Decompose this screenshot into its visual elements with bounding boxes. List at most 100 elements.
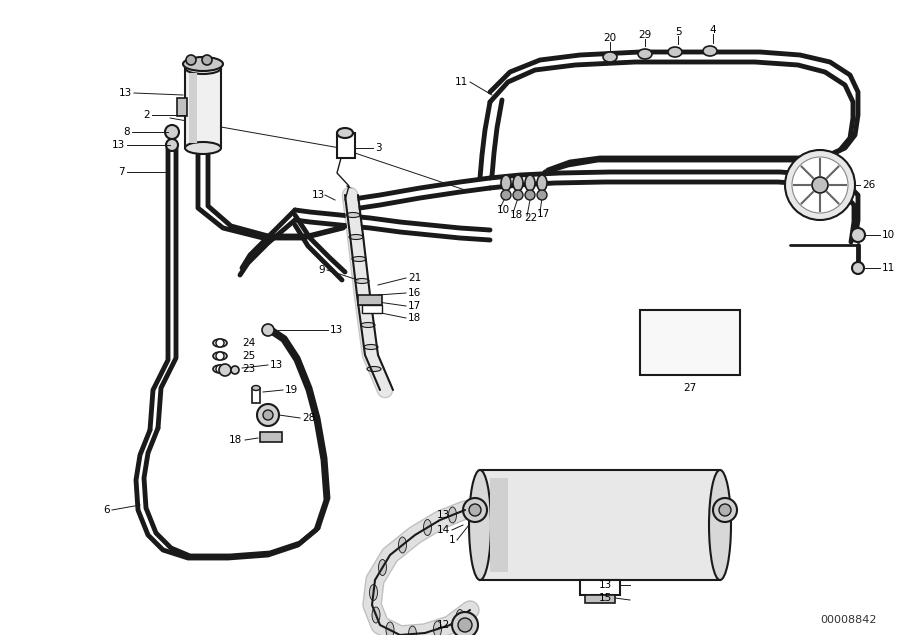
Text: 14: 14 bbox=[436, 525, 450, 535]
Ellipse shape bbox=[399, 537, 407, 553]
Circle shape bbox=[469, 504, 481, 516]
Text: 10: 10 bbox=[497, 205, 510, 215]
Text: 26: 26 bbox=[862, 180, 875, 190]
Ellipse shape bbox=[603, 52, 617, 62]
Ellipse shape bbox=[252, 385, 260, 391]
Text: 29: 29 bbox=[638, 30, 652, 40]
Bar bbox=[585, 595, 615, 603]
Circle shape bbox=[513, 190, 523, 200]
Bar bbox=[358, 295, 382, 305]
Ellipse shape bbox=[367, 366, 381, 371]
Text: 2: 2 bbox=[143, 110, 150, 120]
Text: 17: 17 bbox=[537, 209, 550, 219]
Bar bbox=[580, 580, 620, 595]
Ellipse shape bbox=[349, 234, 363, 239]
Ellipse shape bbox=[355, 279, 369, 283]
Ellipse shape bbox=[386, 622, 394, 635]
Text: 13: 13 bbox=[112, 140, 125, 150]
Text: 20: 20 bbox=[603, 33, 616, 43]
Ellipse shape bbox=[370, 584, 377, 601]
Ellipse shape bbox=[537, 175, 547, 191]
Text: 7: 7 bbox=[119, 167, 125, 177]
Text: 17: 17 bbox=[408, 301, 421, 311]
Text: 18: 18 bbox=[408, 313, 421, 323]
Text: 13: 13 bbox=[330, 325, 343, 335]
Circle shape bbox=[262, 324, 274, 336]
Text: 12: 12 bbox=[436, 620, 450, 630]
Ellipse shape bbox=[638, 49, 652, 59]
Ellipse shape bbox=[358, 300, 372, 305]
Circle shape bbox=[458, 618, 472, 632]
Text: 3: 3 bbox=[375, 143, 382, 153]
Circle shape bbox=[166, 139, 178, 151]
Circle shape bbox=[165, 125, 179, 139]
Text: 21: 21 bbox=[408, 273, 421, 283]
Text: 28: 28 bbox=[302, 413, 315, 423]
Circle shape bbox=[452, 612, 478, 635]
Ellipse shape bbox=[361, 323, 375, 328]
Text: 13: 13 bbox=[436, 510, 450, 520]
Text: 16: 16 bbox=[408, 288, 421, 298]
Circle shape bbox=[219, 364, 231, 376]
Circle shape bbox=[186, 55, 196, 65]
Ellipse shape bbox=[183, 57, 223, 71]
Bar bbox=[337, 133, 355, 158]
Ellipse shape bbox=[709, 470, 731, 580]
Text: 11: 11 bbox=[882, 263, 896, 273]
Text: 24: 24 bbox=[242, 338, 256, 348]
Ellipse shape bbox=[346, 213, 360, 218]
Ellipse shape bbox=[448, 507, 456, 523]
Circle shape bbox=[501, 190, 511, 200]
Text: 27: 27 bbox=[683, 383, 697, 393]
Ellipse shape bbox=[364, 345, 378, 349]
Bar bbox=[260, 432, 282, 442]
Circle shape bbox=[812, 177, 828, 193]
Circle shape bbox=[525, 190, 535, 200]
Text: 11: 11 bbox=[454, 77, 468, 87]
Ellipse shape bbox=[372, 607, 380, 623]
Text: 13: 13 bbox=[311, 190, 325, 200]
Ellipse shape bbox=[434, 621, 442, 635]
Ellipse shape bbox=[501, 175, 511, 191]
Circle shape bbox=[852, 262, 864, 274]
Circle shape bbox=[263, 410, 273, 420]
Circle shape bbox=[851, 228, 865, 242]
Text: 15: 15 bbox=[598, 593, 612, 603]
Text: 13: 13 bbox=[598, 580, 612, 590]
Ellipse shape bbox=[424, 519, 431, 535]
Ellipse shape bbox=[352, 257, 366, 262]
Text: 13: 13 bbox=[119, 88, 132, 98]
Ellipse shape bbox=[337, 128, 353, 138]
Ellipse shape bbox=[379, 559, 386, 575]
Ellipse shape bbox=[185, 62, 221, 74]
Circle shape bbox=[792, 157, 848, 213]
Bar bbox=[480, 470, 720, 580]
Text: 18: 18 bbox=[510, 210, 523, 220]
Text: 23: 23 bbox=[242, 364, 256, 374]
Circle shape bbox=[216, 365, 224, 373]
Ellipse shape bbox=[213, 365, 227, 373]
Ellipse shape bbox=[668, 47, 682, 57]
Text: 5: 5 bbox=[675, 27, 681, 37]
Bar bbox=[362, 305, 382, 313]
Circle shape bbox=[216, 339, 224, 347]
Ellipse shape bbox=[213, 352, 227, 360]
Bar bbox=[252, 388, 260, 403]
Bar bbox=[490, 478, 508, 572]
Ellipse shape bbox=[185, 142, 221, 154]
Bar bbox=[640, 310, 740, 375]
Ellipse shape bbox=[525, 175, 535, 191]
Circle shape bbox=[216, 352, 224, 360]
Ellipse shape bbox=[469, 470, 491, 580]
Text: 13: 13 bbox=[270, 360, 284, 370]
Circle shape bbox=[202, 55, 212, 65]
Bar bbox=[177, 98, 187, 116]
Text: 19: 19 bbox=[285, 385, 298, 395]
Circle shape bbox=[537, 190, 547, 200]
Circle shape bbox=[231, 366, 239, 374]
Circle shape bbox=[719, 504, 731, 516]
Ellipse shape bbox=[703, 46, 717, 56]
Text: 22: 22 bbox=[524, 213, 537, 223]
Text: 8: 8 bbox=[123, 127, 130, 137]
Bar bbox=[185, 68, 221, 148]
